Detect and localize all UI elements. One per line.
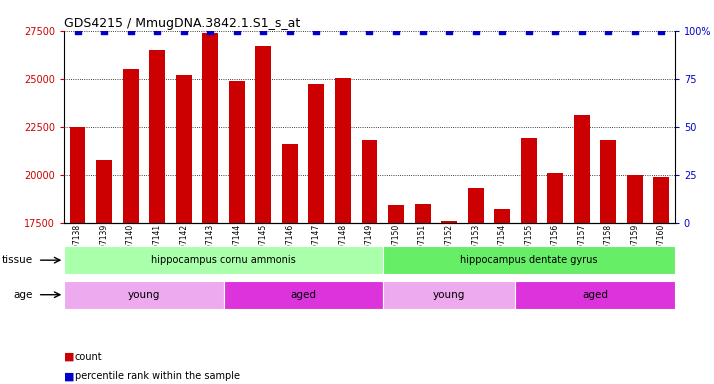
Text: young: young xyxy=(128,290,160,300)
Bar xyxy=(468,188,483,384)
Point xyxy=(603,28,614,34)
Bar xyxy=(653,177,670,384)
Point xyxy=(258,28,269,34)
Bar xyxy=(383,247,675,274)
Text: GDS4215 / MmugDNA.3842.1.S1_s_at: GDS4215 / MmugDNA.3842.1.S1_s_at xyxy=(64,17,301,30)
Bar xyxy=(64,247,383,274)
Bar xyxy=(64,281,223,309)
Point xyxy=(363,28,376,34)
Bar xyxy=(548,173,563,384)
Bar xyxy=(96,161,112,384)
Point xyxy=(496,28,508,34)
Bar xyxy=(441,221,457,384)
Bar xyxy=(627,175,643,384)
Point xyxy=(72,28,84,34)
Bar xyxy=(149,50,165,384)
Bar xyxy=(335,78,351,384)
Bar xyxy=(388,205,404,384)
Bar xyxy=(521,138,537,384)
Point xyxy=(99,28,110,34)
Bar xyxy=(600,140,616,384)
Text: hippocampus dentate gyrus: hippocampus dentate gyrus xyxy=(460,255,598,265)
Bar xyxy=(228,81,245,384)
Point xyxy=(629,28,640,34)
Point xyxy=(284,28,296,34)
Point xyxy=(391,28,402,34)
Bar xyxy=(223,281,383,309)
Bar xyxy=(516,281,675,309)
Point xyxy=(443,28,455,34)
Text: ■: ■ xyxy=(64,371,75,381)
Point xyxy=(337,28,348,34)
Text: aged: aged xyxy=(290,290,316,300)
Bar xyxy=(123,69,139,384)
Point xyxy=(550,28,561,34)
Point xyxy=(655,28,667,34)
Bar xyxy=(202,33,218,384)
Text: age: age xyxy=(13,290,32,300)
Point xyxy=(178,28,189,34)
Bar xyxy=(383,281,516,309)
Bar xyxy=(494,209,511,384)
Bar xyxy=(415,204,431,384)
Text: count: count xyxy=(75,352,103,362)
Bar xyxy=(308,84,324,384)
Bar xyxy=(361,140,378,384)
Bar xyxy=(574,115,590,384)
Point xyxy=(125,28,136,34)
Text: young: young xyxy=(433,290,466,300)
Bar xyxy=(282,144,298,384)
Point xyxy=(204,28,216,34)
Text: aged: aged xyxy=(582,290,608,300)
Point xyxy=(151,28,163,34)
Text: hippocampus cornu ammonis: hippocampus cornu ammonis xyxy=(151,255,296,265)
Bar xyxy=(176,75,191,384)
Text: ■: ■ xyxy=(64,352,75,362)
Point xyxy=(231,28,243,34)
Point xyxy=(311,28,322,34)
Point xyxy=(470,28,481,34)
Bar xyxy=(256,46,271,384)
Point xyxy=(576,28,588,34)
Point xyxy=(417,28,428,34)
Text: tissue: tissue xyxy=(1,255,32,265)
Bar xyxy=(69,127,86,384)
Point xyxy=(523,28,535,34)
Text: percentile rank within the sample: percentile rank within the sample xyxy=(75,371,240,381)
